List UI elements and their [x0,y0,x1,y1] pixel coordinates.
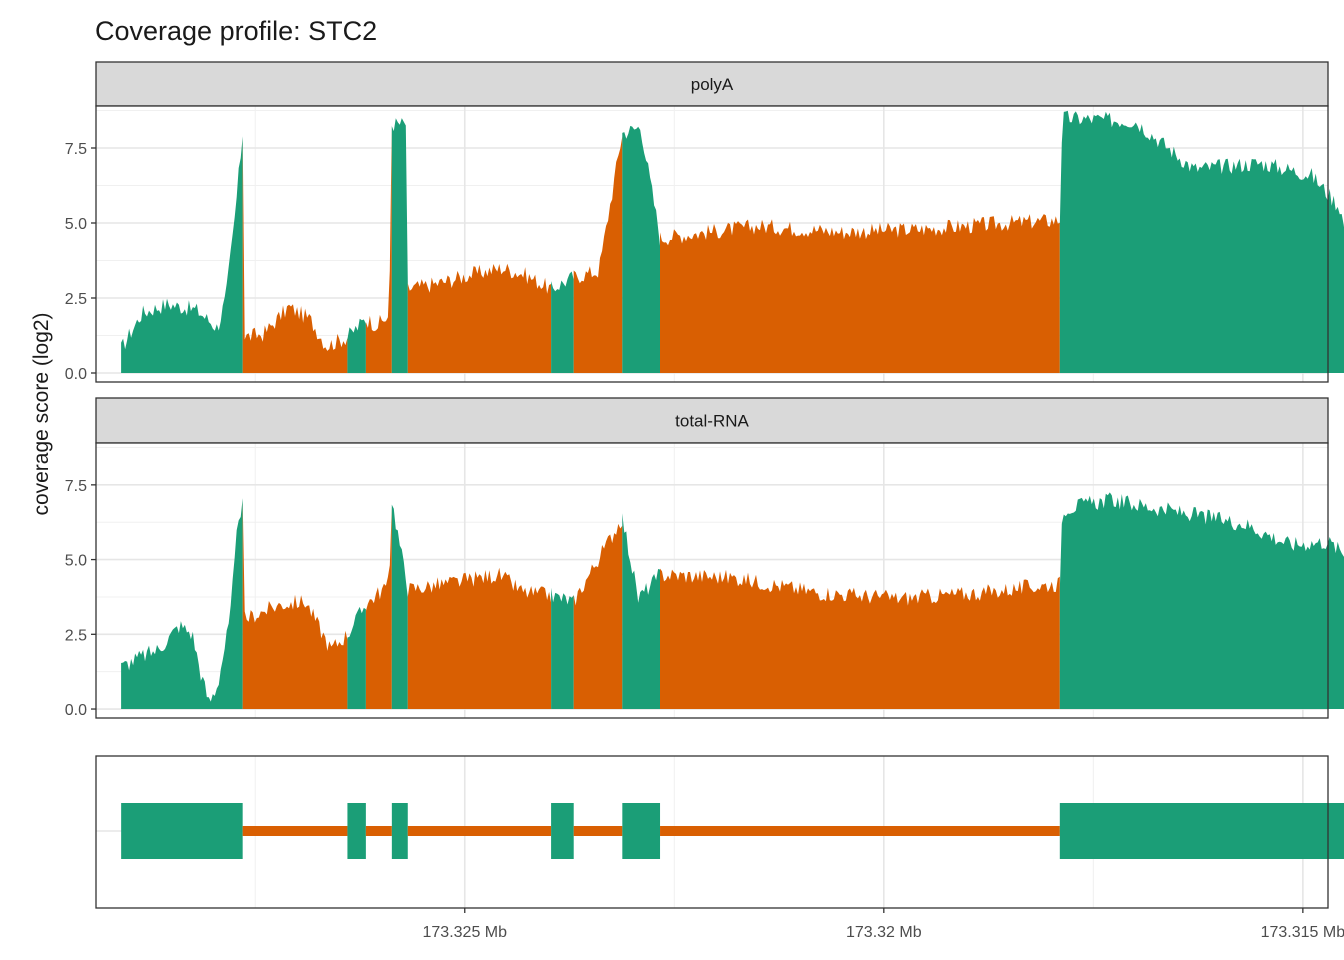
exon-block [347,803,366,859]
y-tick-label: 0.0 [65,702,87,719]
intron-coverage-area [660,214,1060,373]
intron-coverage-area [660,568,1060,709]
exon-block [121,803,243,859]
exon-block [551,803,574,859]
exon-block [1059,803,1344,859]
facet-strip [95,61,1329,107]
y-axis-label: coverage score (log2) [30,312,53,515]
y-tick-label: 7.5 [65,141,87,158]
y-tick-label: 7.5 [65,478,87,495]
intron-coverage-area [242,138,348,373]
facet-strip-label: total-RNA [675,412,749,431]
x-tick-label: 173.315 Mb [1261,924,1344,941]
intron-coverage-area [407,567,552,709]
exon-coverage-area [551,587,574,709]
y-tick-label: 2.5 [65,291,87,308]
exon-coverage-area [1059,110,1344,373]
intron-line [660,826,1060,836]
y-tick-label: 2.5 [65,627,87,644]
exon-block [622,803,661,859]
gene-model-panel [95,755,1344,909]
facet-panel: polyA 0.0 2.5 5.0 7.5 [65,61,1344,383]
exon-coverage-area [551,271,574,373]
intron-line [573,826,623,836]
intron-coverage-area [242,501,348,709]
x-tick-label: 173.32 Mb [846,924,922,941]
exon-coverage-area [391,118,408,373]
facet-panel: total-RNA 0.0 2.5 5.0 7.5 [65,397,1344,719]
intron-line [407,826,552,836]
chart-title: Coverage profile: STC2 [95,16,377,46]
gene-model-border [95,755,1329,909]
exon-coverage-area [622,513,660,709]
exon-block [391,803,408,859]
intron-coverage-area [573,136,623,373]
exon-coverage-area [121,498,243,709]
exon-coverage-area [622,125,660,374]
intron-line [365,826,392,836]
facet-strip [95,397,1329,444]
exon-coverage-area [1059,492,1344,709]
y-tick-label: 0.0 [65,366,87,383]
panel-border [95,105,1329,383]
intron-coverage-area [573,523,623,709]
y-tick-label: 5.0 [65,553,87,570]
x-tick-label: 173.325 Mb [423,924,508,941]
exon-coverage-area [391,504,408,709]
y-tick-label: 5.0 [65,216,87,233]
panel-border [95,442,1329,719]
intron-coverage-area [365,506,392,709]
intron-coverage-area [407,263,552,373]
exon-coverage-area [121,136,243,373]
exon-coverage-area [347,606,366,709]
exon-coverage-area [347,318,366,373]
x-axis: 173.325 Mb 173.32 Mb 173.315 Mb [423,908,1344,941]
facet-strip-label: polyA [691,75,734,94]
intron-line [242,826,348,836]
intron-coverage-area [365,124,392,374]
facet-panels: polyA 0.0 2.5 5.0 7.5 total-RNA 0.0 2.5 5.0 7.5 [65,61,1344,719]
